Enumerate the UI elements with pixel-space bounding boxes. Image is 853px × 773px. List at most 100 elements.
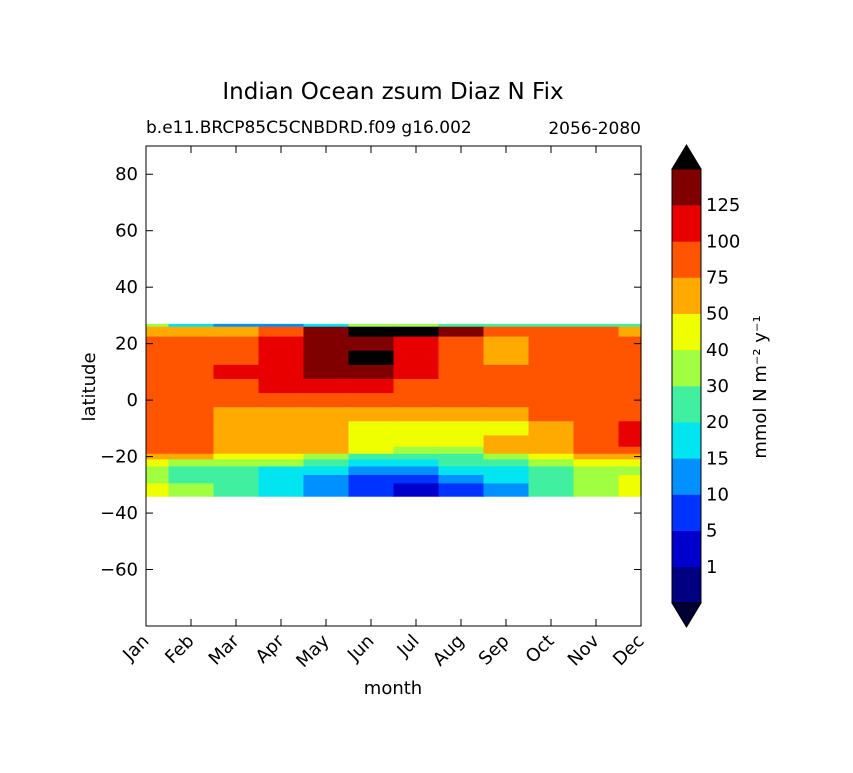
- heatmap-cell: [618, 466, 642, 476]
- heatmap-cell: [483, 491, 530, 497]
- heatmap-cell: [528, 466, 575, 476]
- heatmap-cell: [618, 393, 642, 408]
- colorbar-tick-label: 40: [706, 340, 729, 361]
- heatmap-cell: [146, 364, 170, 380]
- heatmap-cell: [348, 453, 395, 461]
- heatmap-cell: [213, 407, 260, 422]
- heatmap-cell: [213, 435, 260, 448]
- heatmap-cell: [303, 364, 350, 380]
- heatmap-cell: [146, 378, 170, 394]
- heatmap-cell: [393, 491, 440, 497]
- heatmap-cell: [303, 407, 350, 422]
- colorbar-swatch: [672, 169, 701, 206]
- heatmap-cell: [146, 459, 170, 468]
- heatmap-cell: [168, 326, 215, 338]
- colorbar-swatch: [672, 422, 701, 459]
- x-tick-label: Feb: [161, 631, 198, 668]
- heatmap-cell: [573, 421, 620, 437]
- y-tick-label: −60: [100, 560, 138, 581]
- heatmap-cell: [393, 466, 440, 476]
- heatmap-cell: [348, 421, 395, 437]
- heatmap-cell: [168, 446, 215, 455]
- heatmap-cell: [573, 323, 620, 328]
- heatmap-cell: [168, 453, 215, 461]
- heatmap-cell: [348, 393, 395, 408]
- colorbar-tick-label: 5: [706, 521, 717, 542]
- heatmap-cell: [258, 453, 305, 461]
- colorbar-swatch: [672, 241, 701, 278]
- heatmap-cell: [303, 323, 350, 328]
- heatmap-cell: [303, 446, 350, 455]
- heatmap-cell: [258, 407, 305, 422]
- heatmap-cell: [483, 446, 530, 455]
- y-axis: 80 60 40 20 0 −20 −40 −60: [100, 164, 641, 581]
- heatmap-cell: [393, 435, 440, 448]
- heatmap-cell: [573, 435, 620, 448]
- heatmap-cell: [483, 350, 530, 366]
- heatmap-cell: [393, 350, 440, 366]
- heatmap-cell: [438, 491, 485, 497]
- heatmap-cell: [258, 336, 305, 352]
- heatmap-cell: [573, 474, 620, 485]
- colorbar-tick-label: 15: [706, 448, 729, 469]
- colorbar-frame: [671, 168, 702, 604]
- heatmap-cell: [168, 378, 215, 394]
- heatmap-cell: [213, 466, 260, 476]
- heatmap-cell: [258, 364, 305, 380]
- heatmap-cell: [213, 323, 260, 328]
- y-tick-label: 20: [115, 334, 138, 355]
- colorbar-swatch: [672, 530, 701, 568]
- heatmap-cell: [168, 336, 215, 352]
- x-tick-label: Aug: [429, 631, 469, 671]
- heatmap-cell: [438, 474, 485, 485]
- heatmap-cell: [618, 435, 642, 448]
- heatmap-cell: [168, 483, 215, 493]
- heatmap-cell: [348, 336, 395, 352]
- heatmap-cell: [528, 336, 575, 352]
- heatmap-cell: [438, 453, 485, 461]
- heatmap-cell: [438, 459, 485, 468]
- heatmap-cell: [483, 393, 530, 408]
- heatmap-cell: [483, 435, 530, 448]
- heatmap-cell: [303, 459, 350, 468]
- heatmap-cell: [573, 378, 620, 394]
- colorbar-tick-label: 10: [706, 485, 729, 506]
- heatmap-cell: [393, 446, 440, 455]
- heatmap-cell: [573, 393, 620, 408]
- heatmap-cell: [348, 491, 395, 497]
- heatmap-cell: [146, 466, 170, 476]
- colorbar-swatch: [672, 277, 701, 314]
- heatmap-cell: [618, 453, 642, 461]
- heatmap-cell: [528, 407, 575, 422]
- heatmap-cell: [213, 378, 260, 394]
- heatmap-cell: [483, 466, 530, 476]
- heatmap-cell: [146, 323, 170, 328]
- heatmap-cell: [528, 378, 575, 394]
- heatmap-cell: [393, 393, 440, 408]
- heatmap-cell: [258, 326, 305, 338]
- heatmap-cell: [303, 350, 350, 366]
- heatmap-cell: [168, 459, 215, 468]
- heatmap-cells: [146, 323, 642, 497]
- heatmap-cell: [528, 483, 575, 493]
- x-tick-label: Dec: [609, 631, 648, 670]
- x-tick-label: Mar: [205, 630, 244, 669]
- x-tick-label: Oct: [522, 631, 559, 668]
- heatmap-cell: [146, 435, 170, 448]
- plot-frame: [145, 145, 642, 627]
- colorbar-tick-label: 125: [706, 195, 740, 216]
- x-axis-label: month: [364, 678, 422, 699]
- heatmap-cell: [618, 446, 642, 455]
- heatmap-cell: [258, 483, 305, 493]
- heatmap-cell: [303, 326, 350, 338]
- heatmap-cell: [258, 378, 305, 394]
- heatmap-cell: [213, 421, 260, 437]
- heatmap-cell: [393, 459, 440, 468]
- heatmap-cell: [258, 474, 305, 485]
- heatmap-cell: [393, 453, 440, 461]
- heatmap-cell: [573, 446, 620, 455]
- heatmap-cell: [573, 459, 620, 468]
- heatmap-cell: [528, 323, 575, 328]
- heatmap-cell: [438, 393, 485, 408]
